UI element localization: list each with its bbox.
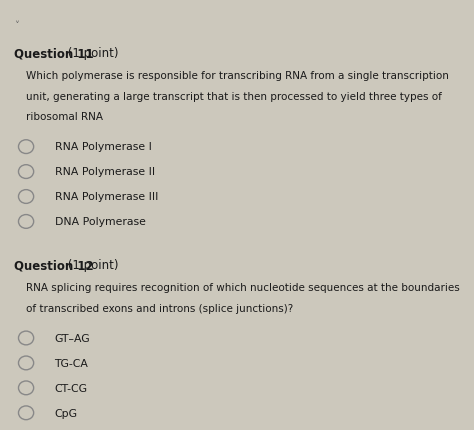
- Text: GT–AG: GT–AG: [55, 334, 90, 344]
- Text: unit, generating a large transcript that is then processed to yield three types : unit, generating a large transcript that…: [26, 92, 442, 101]
- Text: (1 point): (1 point): [64, 47, 118, 60]
- Text: TG-CA: TG-CA: [55, 359, 88, 369]
- Text: RNA Polymerase II: RNA Polymerase II: [55, 167, 155, 177]
- Text: ribosomal RNA: ribosomal RNA: [26, 112, 103, 122]
- Text: Which polymerase is responsible for transcribing RNA from a single transcription: Which polymerase is responsible for tran…: [26, 71, 449, 81]
- Text: Question 12: Question 12: [14, 259, 94, 272]
- Text: CpG: CpG: [55, 408, 78, 418]
- Text: of transcribed exons and introns (splice junctions)?: of transcribed exons and introns (splice…: [26, 304, 293, 313]
- Text: RNA Polymerase III: RNA Polymerase III: [55, 192, 158, 202]
- Text: Question 11: Question 11: [14, 47, 94, 60]
- Text: RNA splicing requires recognition of which nucleotide sequences at the boundarie: RNA splicing requires recognition of whi…: [26, 283, 460, 293]
- Text: RNA Polymerase I: RNA Polymerase I: [55, 142, 151, 152]
- Text: CT-CG: CT-CG: [55, 384, 88, 393]
- Text: DNA Polymerase: DNA Polymerase: [55, 217, 146, 227]
- Text: (1 point): (1 point): [64, 259, 118, 272]
- Text: ˅: ˅: [14, 22, 19, 31]
